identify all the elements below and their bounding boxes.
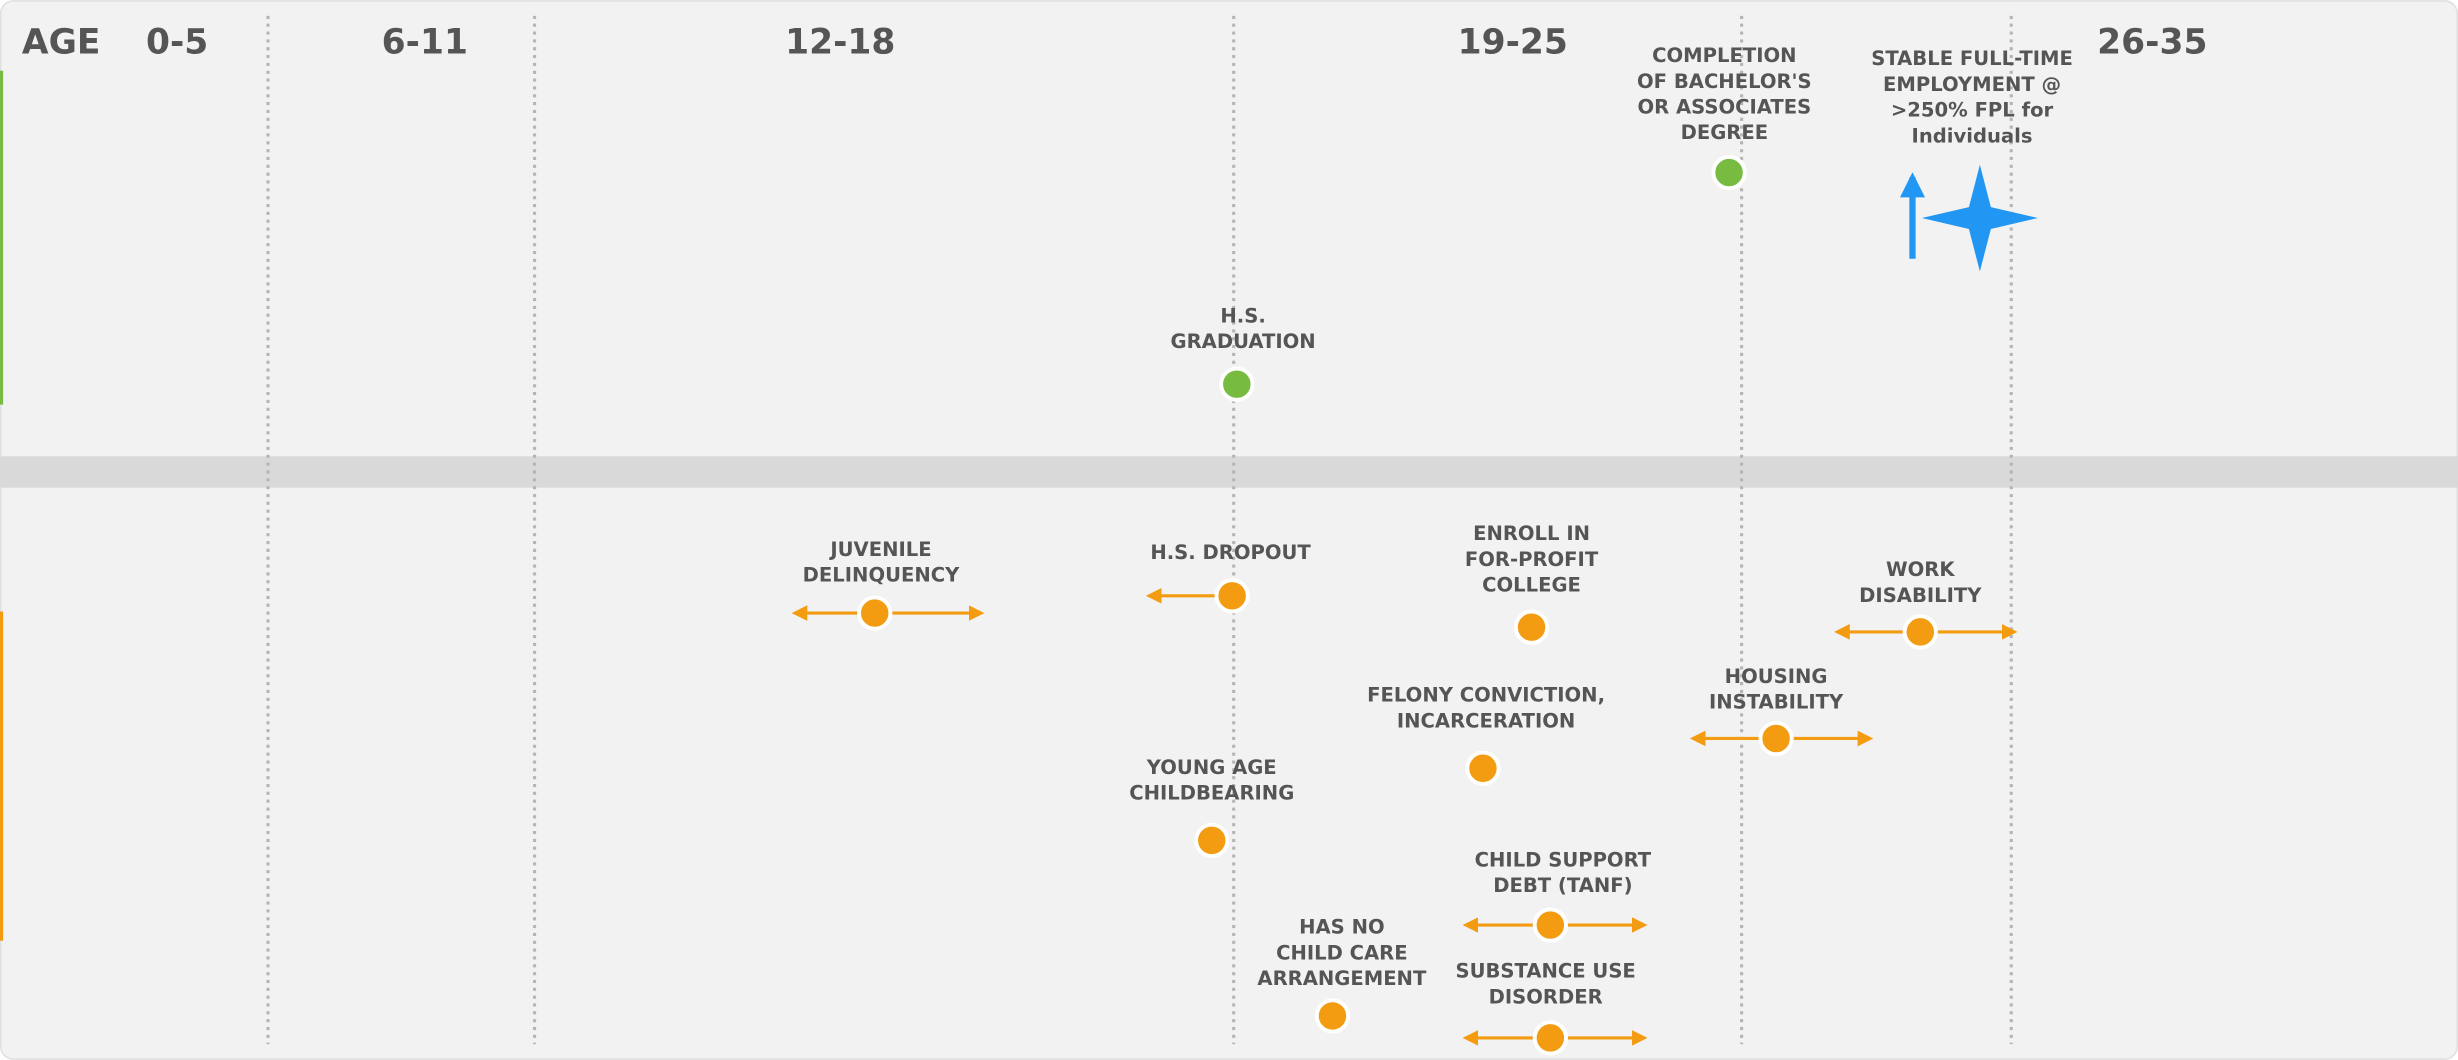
event-label: COMPLETION: [1652, 44, 1796, 67]
age-group: 6-11: [382, 23, 468, 63]
event-label: OR ASSOCIATES: [1637, 96, 1811, 119]
event-label: HOUSING: [1725, 665, 1828, 688]
event-dot: [1532, 1020, 1568, 1056]
goal-star: [1921, 164, 2038, 272]
negative-strip: [0, 611, 4, 941]
event-label: Individuals: [1912, 124, 2033, 147]
event-label: DEGREE: [1681, 121, 1769, 144]
event-dot: [1465, 750, 1501, 786]
event-label: CHILD CARE: [1276, 941, 1408, 964]
event-label: STABLE FULL-TIME: [1871, 47, 2073, 70]
event-label: SUBSTANCE USE: [1455, 960, 1635, 983]
event-dot: [1513, 609, 1550, 645]
age-label: AGE: [22, 23, 101, 63]
event-label: H.S.: [1220, 304, 1265, 327]
event-label: CHILDBEARING: [1129, 781, 1294, 804]
event-label: HAS NO: [1299, 916, 1384, 939]
event-label: DISORDER: [1489, 985, 1603, 1008]
event-label: INCARCERATION: [1397, 709, 1575, 732]
event-dot: [857, 595, 893, 631]
event-label: ARRANGEMENT: [1257, 967, 1427, 990]
event-dot: [1758, 720, 1794, 757]
event-dot: [1902, 614, 1938, 650]
event-label: GRADUATION: [1171, 330, 1316, 353]
event-dot: [1194, 822, 1230, 859]
event-label: H.S. DROPOUT: [1150, 541, 1311, 564]
age-group: 12-18: [785, 23, 895, 63]
event-label: INSTABILITY: [1709, 691, 1844, 714]
event-dot: [1214, 578, 1250, 614]
event-label: YOUNG AGE: [1146, 756, 1277, 779]
event-label: JUVENILE: [828, 538, 931, 561]
event-label: ENROLL IN: [1473, 522, 1590, 545]
event-dot: [1314, 998, 1351, 1034]
event-dot: [1711, 154, 1747, 191]
event-label: CHILD SUPPORT: [1475, 848, 1652, 871]
age-group: 19-25: [1458, 23, 1568, 63]
age-dividers: [266, 15, 2013, 1045]
event-label: DELINQUENCY: [803, 564, 960, 587]
event-label: >250% FPL for: [1891, 99, 2054, 122]
age-group: 26-35: [2097, 23, 2207, 63]
event-label: DEBT (TANF): [1493, 874, 1632, 897]
event-label: FOR-PROFIT: [1465, 548, 1599, 571]
event-label: OF BACHELOR'S: [1637, 70, 1812, 93]
event-label: DISABILITY: [1859, 584, 1982, 607]
event-dot: [1219, 366, 1255, 402]
event-dot: [1532, 907, 1568, 943]
divider-band: [0, 456, 2458, 488]
event-label: EMPLOYMENT @: [1883, 73, 2061, 96]
event-label: WORK: [1886, 558, 1955, 581]
event-label: COLLEGE: [1482, 574, 1581, 597]
event-label: FELONY CONVICTION,: [1367, 684, 1605, 707]
positive-strip: [0, 70, 4, 405]
age-group: 0-5: [146, 23, 208, 63]
